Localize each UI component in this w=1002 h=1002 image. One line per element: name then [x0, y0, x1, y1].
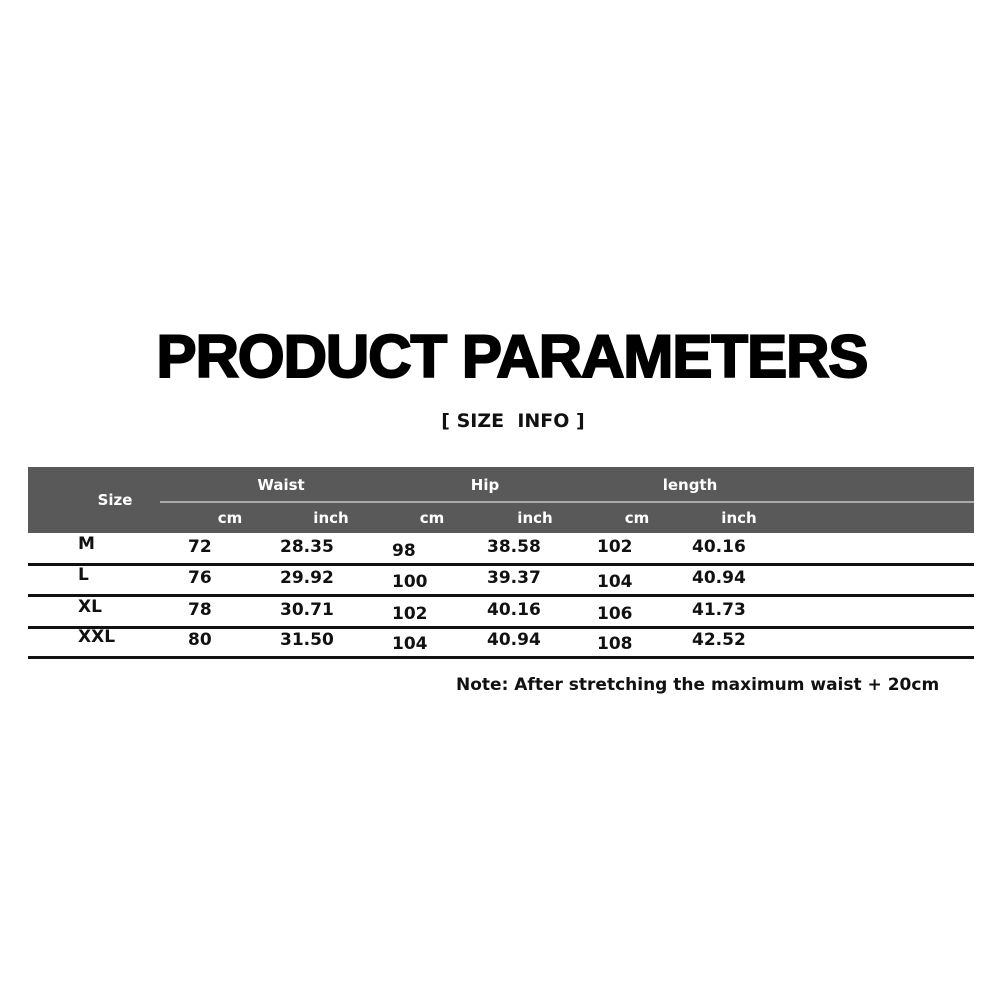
- value-cell: 40.16: [692, 537, 746, 557]
- table-header: [28, 467, 974, 533]
- size-header: Size: [97, 491, 133, 509]
- table-row: XL 78 30.71 102 40.16 106 41.73: [28, 595, 974, 629]
- unit-header: cm: [419, 509, 445, 527]
- table-row: XXL 80 31.50 104 40.94 108 42.52: [28, 625, 974, 659]
- unit-header: inch: [313, 509, 349, 527]
- value-cell: 102: [597, 537, 633, 557]
- table-row: L 76 29.92 100 39.37 104 40.94: [28, 563, 974, 597]
- value-cell: 102: [392, 604, 428, 624]
- unit-header: cm: [217, 509, 243, 527]
- size-cell: L: [78, 565, 89, 585]
- length-header: length: [662, 476, 718, 494]
- value-cell: 106: [597, 604, 633, 624]
- value-cell: 78: [188, 600, 212, 620]
- value-cell: 30.71: [280, 600, 334, 620]
- value-cell: 31.50: [280, 630, 334, 650]
- value-cell: 42.52: [692, 630, 746, 650]
- size-cell: XXL: [78, 627, 116, 647]
- unit-header: cm: [624, 509, 650, 527]
- value-cell: 76: [188, 568, 212, 588]
- value-cell: 98: [392, 541, 416, 561]
- size-cell: XL: [78, 597, 102, 617]
- value-cell: 41.73: [692, 600, 746, 620]
- waist-header: Waist: [257, 476, 305, 494]
- value-cell: 108: [597, 634, 633, 654]
- value-cell: 40.94: [692, 568, 746, 588]
- subtitle: [ SIZE INFO ]: [441, 410, 585, 432]
- value-cell: 40.94: [487, 630, 541, 650]
- value-cell: 80: [188, 630, 212, 650]
- value-cell: 72: [188, 537, 212, 557]
- value-cell: 39.37: [487, 568, 541, 588]
- note-text: Note: After stretching the maximum waist…: [456, 675, 940, 695]
- value-cell: 38.58: [487, 537, 541, 557]
- size-cell: M: [78, 534, 95, 554]
- header-divider: [160, 501, 974, 503]
- value-cell: 29.92: [280, 568, 334, 588]
- unit-header: inch: [721, 509, 757, 527]
- unit-header: inch: [517, 509, 553, 527]
- value-cell: 28.35: [280, 537, 334, 557]
- value-cell: 40.16: [487, 600, 541, 620]
- value-cell: 100: [392, 572, 428, 592]
- value-cell: 104: [597, 572, 633, 592]
- page-title: PRODUCT PARAMETERS: [156, 322, 870, 391]
- table-row: M 72 28.35 98 38.58 102 40.16: [28, 532, 974, 566]
- value-cell: 104: [392, 634, 428, 654]
- hip-header: Hip: [470, 476, 500, 494]
